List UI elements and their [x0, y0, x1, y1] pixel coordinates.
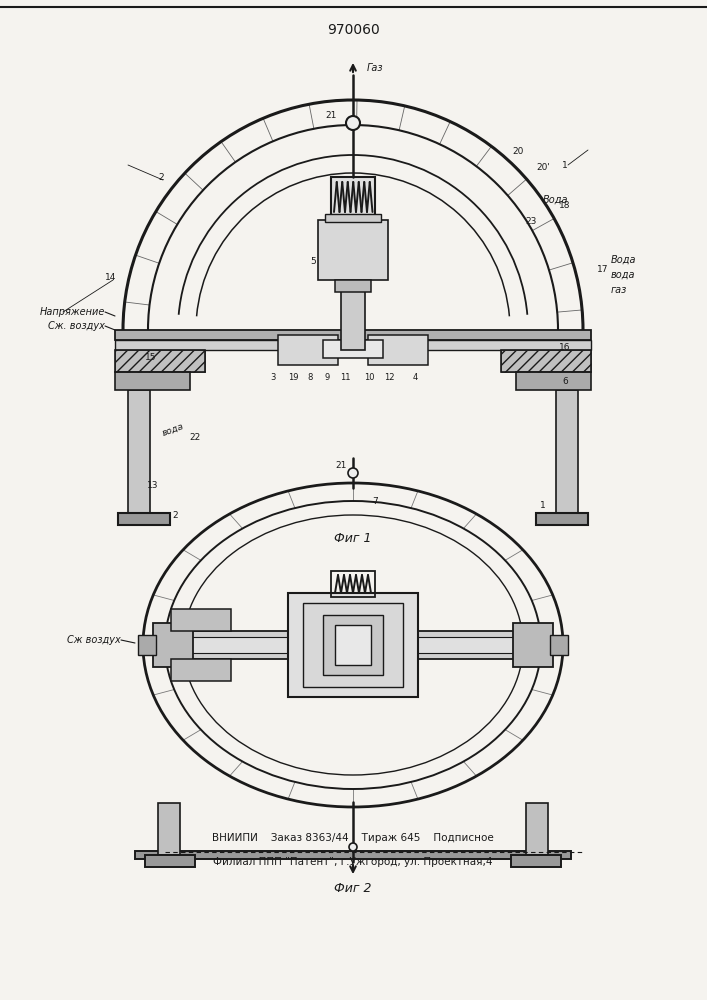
Text: 23: 23 — [525, 218, 537, 227]
Text: 1: 1 — [562, 160, 568, 169]
Text: 8: 8 — [308, 373, 312, 382]
Circle shape — [346, 116, 360, 130]
Bar — [501, 350, 591, 372]
Bar — [115, 372, 190, 390]
Text: 10: 10 — [363, 373, 374, 382]
Text: 9: 9 — [325, 373, 329, 382]
Bar — [556, 390, 578, 515]
Bar — [323, 615, 383, 675]
Text: 3: 3 — [270, 373, 276, 382]
Text: 1: 1 — [540, 500, 546, 510]
Bar — [171, 609, 231, 631]
Text: 21: 21 — [325, 110, 337, 119]
Bar — [158, 803, 180, 855]
Bar — [278, 335, 338, 365]
Text: 19: 19 — [288, 373, 298, 382]
Circle shape — [348, 468, 358, 478]
Text: Филиал ППП "Патент", г.Ужгород, ул. Проектная,4: Филиал ППП "Патент", г.Ужгород, ул. Прое… — [214, 857, 493, 867]
Text: 16: 16 — [559, 344, 571, 353]
Bar — [173, 631, 533, 659]
Bar — [501, 350, 591, 372]
Bar — [526, 803, 548, 855]
Text: Вода: Вода — [611, 255, 636, 265]
Bar — [325, 214, 381, 222]
Text: Фиг 1: Фиг 1 — [334, 532, 372, 544]
Bar — [331, 177, 375, 215]
Bar — [153, 623, 193, 667]
Text: 7: 7 — [364, 188, 370, 196]
Bar — [516, 372, 591, 390]
Bar — [511, 855, 561, 867]
Bar — [318, 220, 388, 280]
Text: 21: 21 — [335, 460, 346, 470]
Bar — [513, 623, 553, 667]
Bar — [118, 513, 170, 525]
Text: Фиг 2: Фиг 2 — [334, 882, 372, 896]
Text: 6: 6 — [562, 377, 568, 386]
Text: 11: 11 — [340, 373, 350, 382]
Bar — [303, 603, 403, 687]
Bar — [173, 637, 533, 653]
Text: 22: 22 — [189, 434, 201, 442]
Text: вода: вода — [611, 270, 636, 280]
Bar — [550, 635, 568, 655]
Text: 4: 4 — [412, 373, 418, 382]
Text: 13: 13 — [147, 481, 159, 489]
Text: газ: газ — [611, 285, 627, 295]
Bar — [536, 513, 588, 525]
Text: 970060: 970060 — [327, 23, 380, 37]
Bar — [138, 635, 156, 655]
Text: 15: 15 — [145, 354, 157, 362]
Bar — [128, 390, 150, 515]
Text: 18: 18 — [559, 200, 571, 210]
Bar — [335, 280, 371, 292]
Text: 7: 7 — [372, 496, 378, 506]
Text: Газ: Газ — [367, 63, 383, 73]
Text: 5: 5 — [310, 257, 316, 266]
Bar — [171, 659, 231, 681]
Bar — [341, 290, 365, 350]
Text: 14: 14 — [105, 273, 117, 282]
Bar — [115, 350, 205, 372]
Bar — [135, 851, 571, 859]
Bar — [115, 330, 591, 340]
Bar — [115, 350, 205, 372]
Text: Напряжение: Напряжение — [40, 307, 105, 317]
Bar — [331, 571, 375, 597]
Text: ВНИИПИ    Заказ 8363/44    Тираж 645    Подписное: ВНИИПИ Заказ 8363/44 Тираж 645 Подписное — [212, 833, 494, 843]
Bar — [335, 625, 371, 665]
Circle shape — [349, 843, 357, 851]
Text: 2: 2 — [173, 510, 178, 520]
Text: 2: 2 — [158, 174, 164, 182]
Text: Вода: Вода — [543, 195, 568, 205]
Text: 20': 20' — [536, 163, 550, 172]
Bar — [368, 335, 428, 365]
Bar — [145, 855, 195, 867]
Text: Сж воздух: Сж воздух — [67, 635, 121, 645]
Bar — [288, 593, 418, 697]
Text: вода: вода — [161, 422, 185, 438]
Text: 12: 12 — [384, 373, 395, 382]
Bar — [115, 340, 591, 350]
Text: 20: 20 — [513, 147, 524, 156]
Text: Сж. воздух: Сж. воздух — [48, 321, 105, 331]
Text: 17: 17 — [597, 265, 609, 274]
Bar — [323, 340, 383, 358]
